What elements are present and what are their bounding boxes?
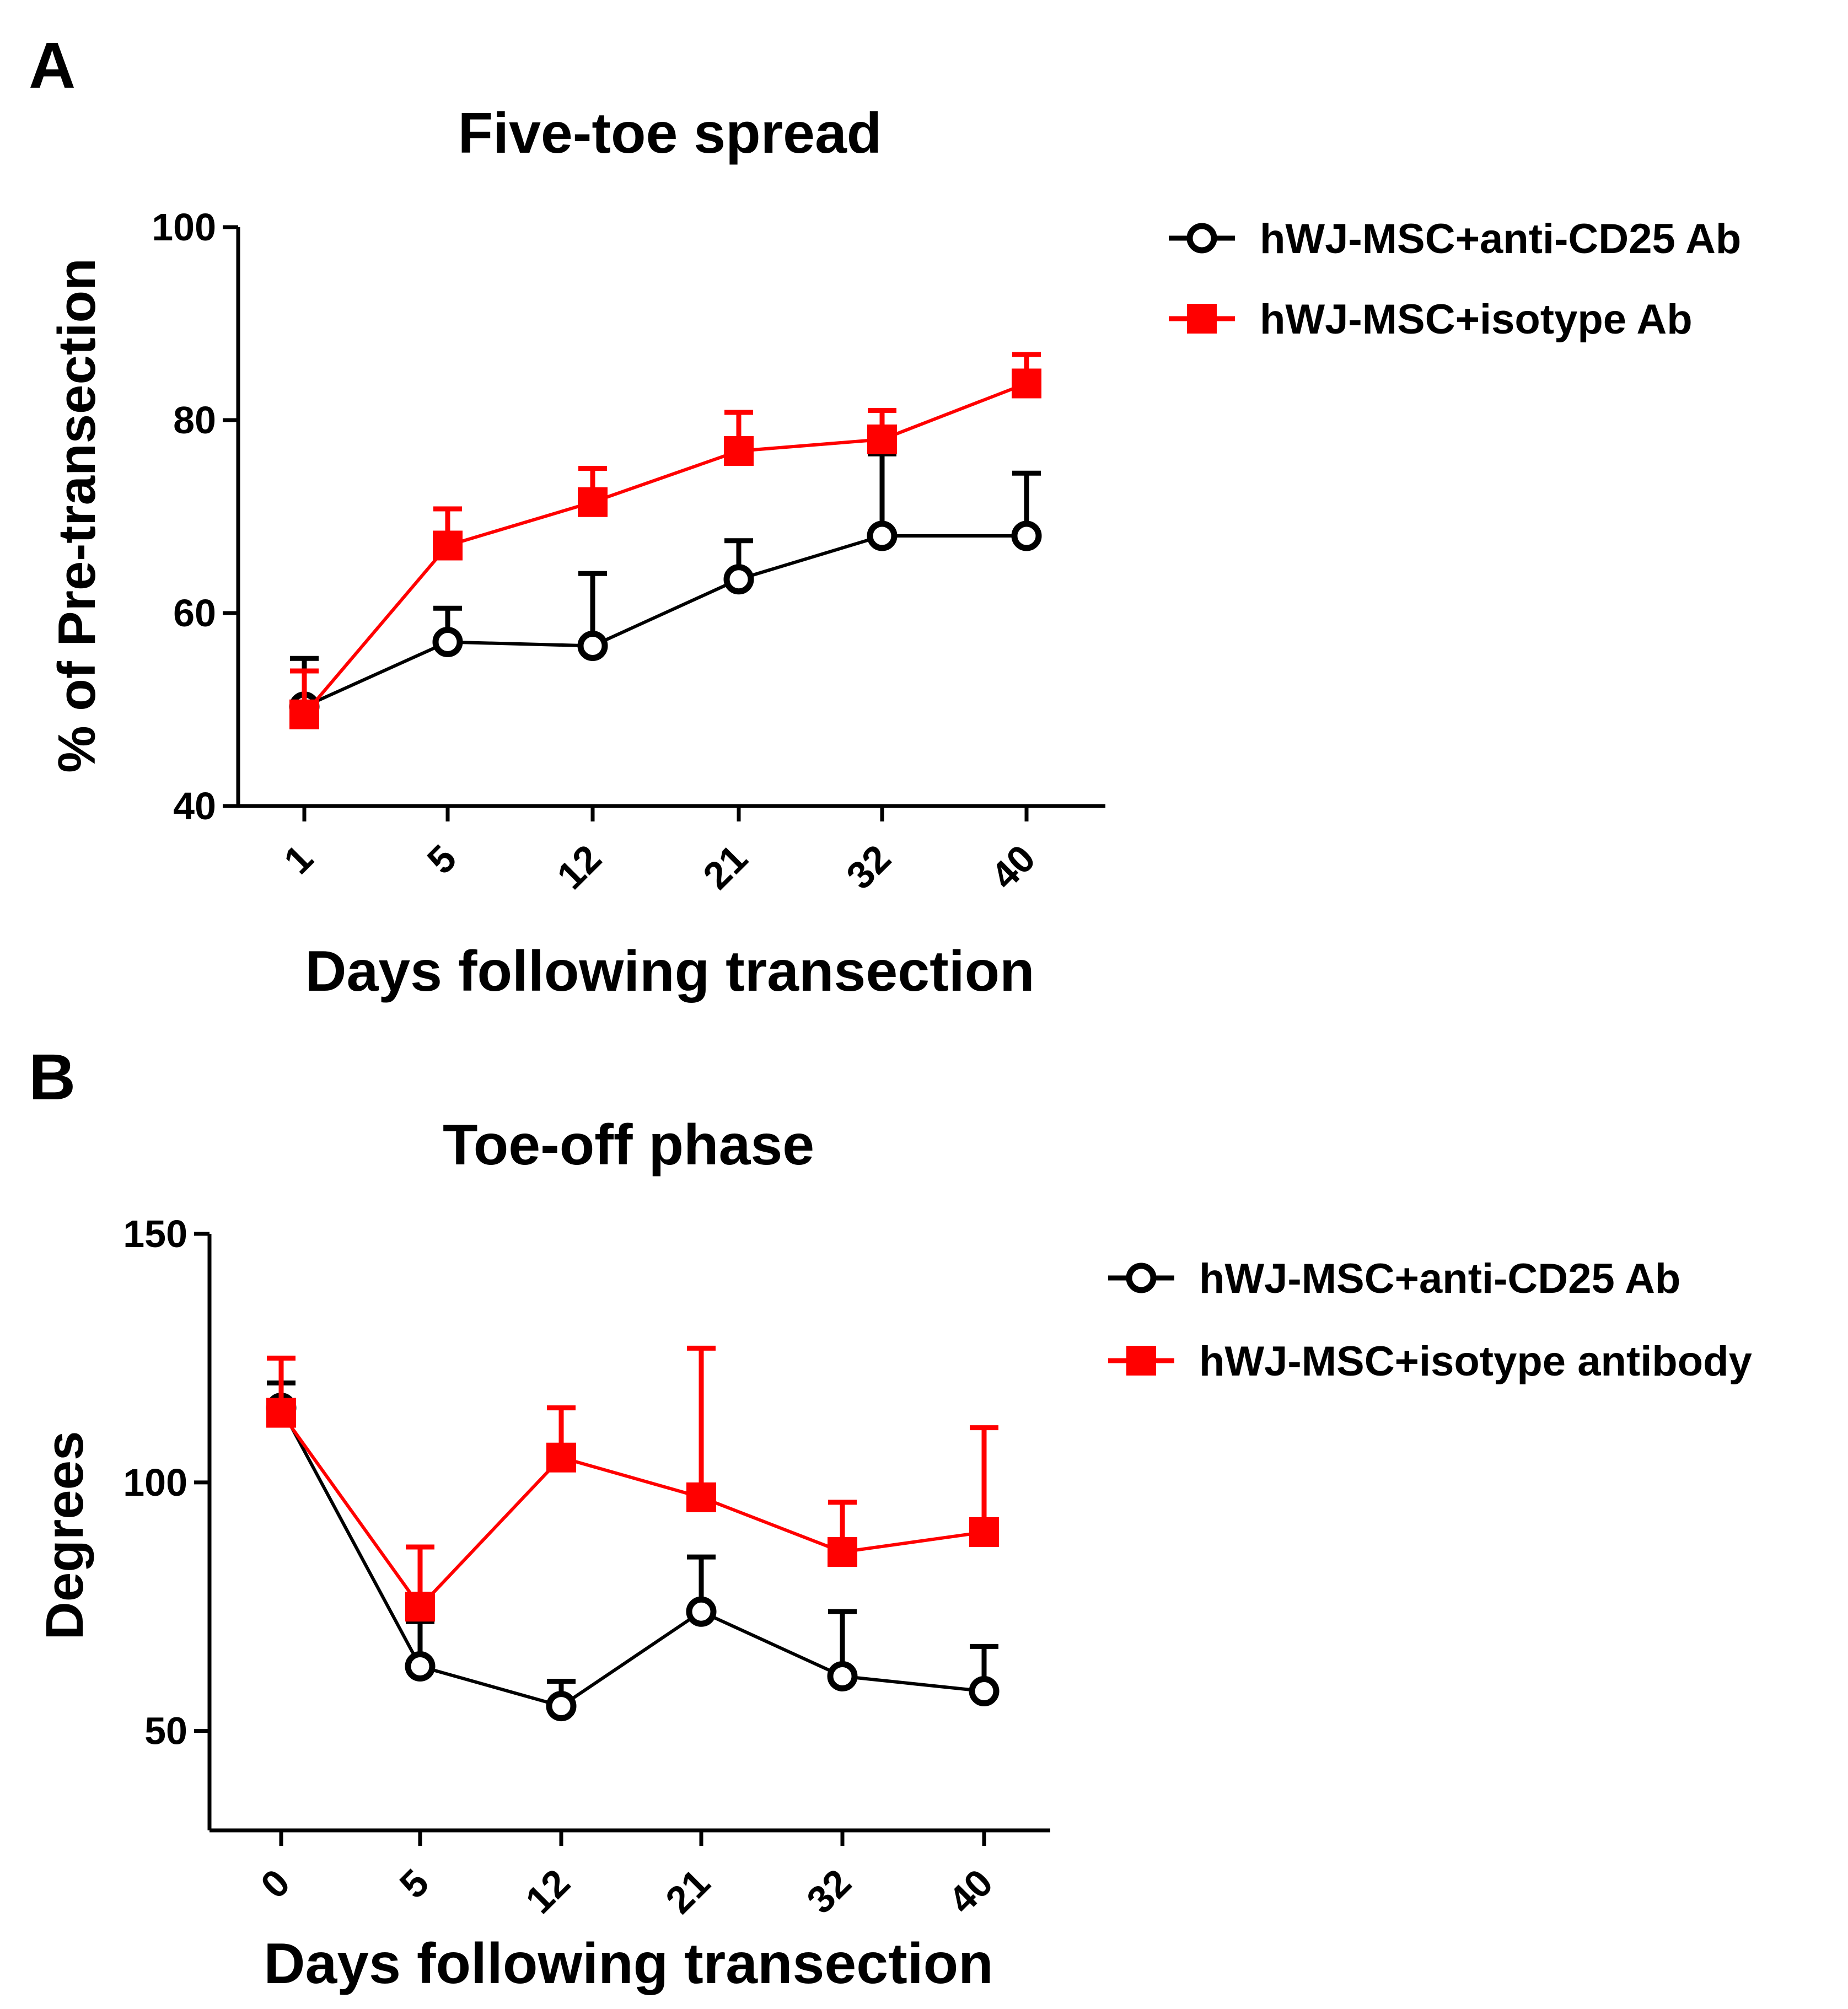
y-tick-label: 100: [123, 1461, 187, 1504]
x-tick-label: 32: [798, 1861, 859, 1921]
x-tick-label: 12: [549, 836, 609, 897]
x-tick-label: 40: [982, 836, 1043, 897]
data-point: [289, 699, 319, 729]
legend-marker: [1126, 1346, 1156, 1376]
chart-title-five-toe-spread: Five-toe spread: [458, 101, 882, 165]
data-point: [577, 631, 608, 661]
series-1: [266, 1380, 1000, 1722]
data-point: [578, 487, 608, 517]
x-tick-label: 5: [391, 1861, 437, 1906]
x-tick-label: 12: [517, 1861, 578, 1921]
x-tick-label: 21: [695, 836, 755, 897]
y-tick-label: 40: [173, 785, 216, 828]
x-axis-label-a: Days following transection: [305, 939, 1035, 1003]
x-tick-label: 5: [419, 836, 465, 882]
data-point: [723, 564, 754, 595]
x-tick-label: 1: [276, 836, 321, 882]
panel-label-b: B: [29, 1041, 76, 1114]
data-point: [686, 1482, 716, 1512]
chart-b: 50 100 150 0 5 12 21 32 40 hWJ-MSC+anti-CD25 Ab hW…: [123, 1212, 1752, 1922]
data-point: [433, 530, 463, 561]
data-point: [266, 1398, 296, 1428]
series-line: [303, 382, 1028, 716]
data-point: [405, 1651, 436, 1682]
data-point: [1012, 368, 1041, 399]
legend-label: hWJ-MSC+isotype Ab: [1260, 296, 1693, 343]
legend-marker: [1186, 223, 1217, 254]
y-tick-label: 100: [152, 206, 216, 249]
legend-marker: [1126, 1263, 1157, 1293]
series-1: [289, 451, 1042, 722]
legend-label: hWJ-MSC+isotype antibody: [1199, 1338, 1752, 1385]
legend-label: hWJ-MSC+anti-CD25 Ab: [1199, 1255, 1680, 1302]
y-tick-label: 150: [123, 1212, 187, 1255]
data-point: [686, 1596, 717, 1627]
x-tick-label: 21: [657, 1861, 718, 1921]
legend-item-2: hWJ-MSC+isotype antibody: [1108, 1338, 1752, 1385]
legend-marker: [1187, 304, 1217, 334]
data-point: [546, 1442, 576, 1473]
panel-label-a: A: [29, 29, 76, 102]
y-tick-label: 50: [144, 1710, 187, 1753]
data-point: [546, 1691, 577, 1722]
series-2: [289, 352, 1041, 729]
legend-item-2: hWJ-MSC+isotype Ab: [1169, 296, 1693, 343]
chart-a: 40 60 80 100 1 5 12 21 32 40 hWJ-MSC+anti-CD25 Ab h…: [152, 206, 1741, 898]
x-tick-label: 0: [253, 1861, 298, 1906]
data-point: [1011, 520, 1042, 551]
series-line: [303, 534, 1027, 708]
x-tick-label: 32: [838, 836, 899, 897]
y-tick-label: 80: [173, 399, 216, 442]
series-line: [280, 1407, 985, 1708]
legend-item-1: hWJ-MSC+anti-CD25 Ab: [1108, 1255, 1680, 1302]
y-tick-label: 60: [173, 592, 216, 635]
data-point: [724, 436, 754, 466]
legend-label: hWJ-MSC+anti-CD25 Ab: [1260, 216, 1741, 262]
data-point: [969, 1676, 1000, 1707]
data-point: [867, 425, 897, 454]
data-point: [432, 627, 463, 657]
series-line: [280, 1411, 985, 1609]
data-point: [827, 1661, 858, 1691]
data-point: [828, 1537, 857, 1567]
series-2: [266, 1345, 999, 1622]
x-axis-label-b: Days following transection: [264, 1932, 993, 1996]
chart-title-toe-off-phase: Toe-off phase: [442, 1113, 815, 1177]
x-tick-label: 40: [940, 1861, 1001, 1921]
data-point: [405, 1592, 435, 1622]
data-point: [969, 1517, 999, 1547]
data-point: [867, 520, 898, 551]
legend-item-1: hWJ-MSC+anti-CD25 Ab: [1169, 216, 1741, 262]
